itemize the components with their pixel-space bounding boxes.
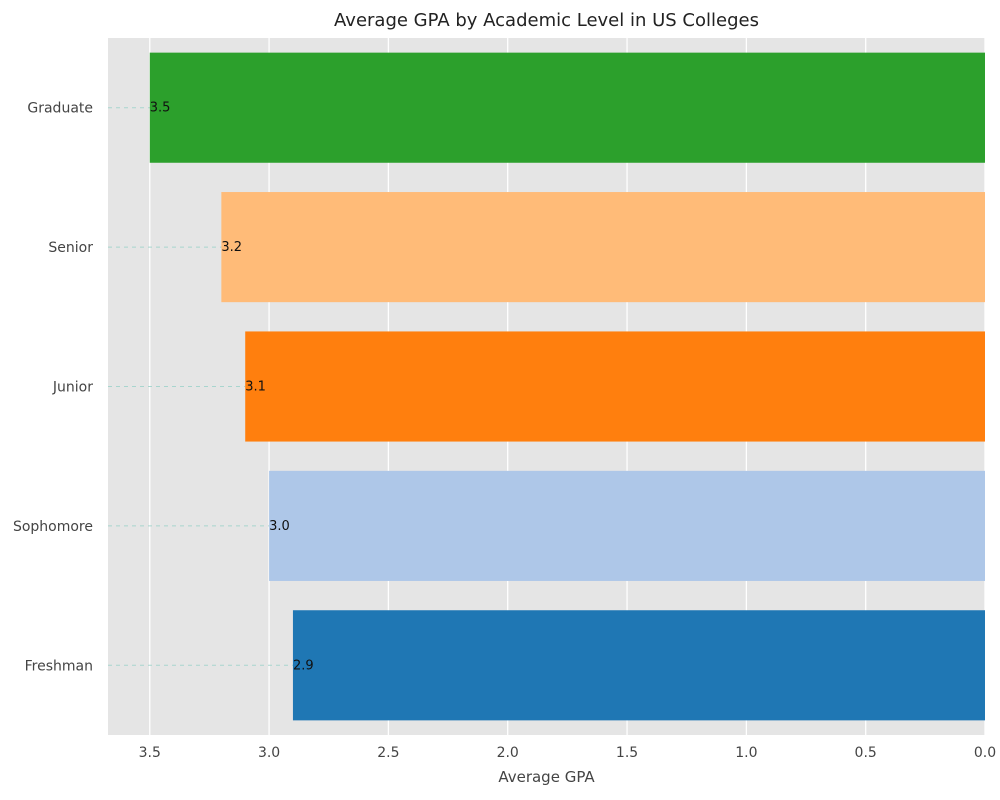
bar xyxy=(245,331,986,442)
x-tick-label: 2.0 xyxy=(497,745,519,761)
y-tick-labels: Freshman Sophomore Junior Senior Graduate xyxy=(13,101,93,675)
bar xyxy=(292,610,986,721)
y-tick-label: Sophomore xyxy=(13,519,93,535)
x-tick-label: 3.0 xyxy=(258,745,280,761)
x-tick-label: 0.5 xyxy=(855,745,877,761)
x-tick-labels: 3.5 3.0 2.5 2.0 1.5 1.0 0.5 0.0 xyxy=(139,745,997,761)
x-tick-label: 1.5 xyxy=(616,745,638,761)
data-label: 2.9 xyxy=(293,658,314,673)
data-label: 3.1 xyxy=(245,380,266,395)
y-tick-label: Senior xyxy=(48,240,93,256)
data-label: 3.0 xyxy=(269,519,290,534)
y-tick-label: Freshman xyxy=(25,658,93,674)
data-label: 3.5 xyxy=(150,101,171,116)
x-tick-label: 0.0 xyxy=(974,745,996,761)
x-axis-title: Average GPA xyxy=(498,768,595,786)
bar xyxy=(269,470,985,581)
x-tick-label: 1.0 xyxy=(735,745,757,761)
chart-title: Average GPA by Academic Level in US Coll… xyxy=(334,10,759,31)
x-tick-label: 2.5 xyxy=(377,745,399,761)
leader-lines xyxy=(108,107,293,666)
y-tick-label: Graduate xyxy=(27,101,93,117)
data-label: 3.2 xyxy=(221,240,242,255)
y-tick-label: Junior xyxy=(52,380,93,396)
x-tick-label: 3.5 xyxy=(139,745,161,761)
bar xyxy=(221,192,985,303)
data-labels: 2.9 3.0 3.1 3.2 3.5 xyxy=(150,101,314,674)
bars xyxy=(149,52,986,721)
bar xyxy=(149,52,985,163)
